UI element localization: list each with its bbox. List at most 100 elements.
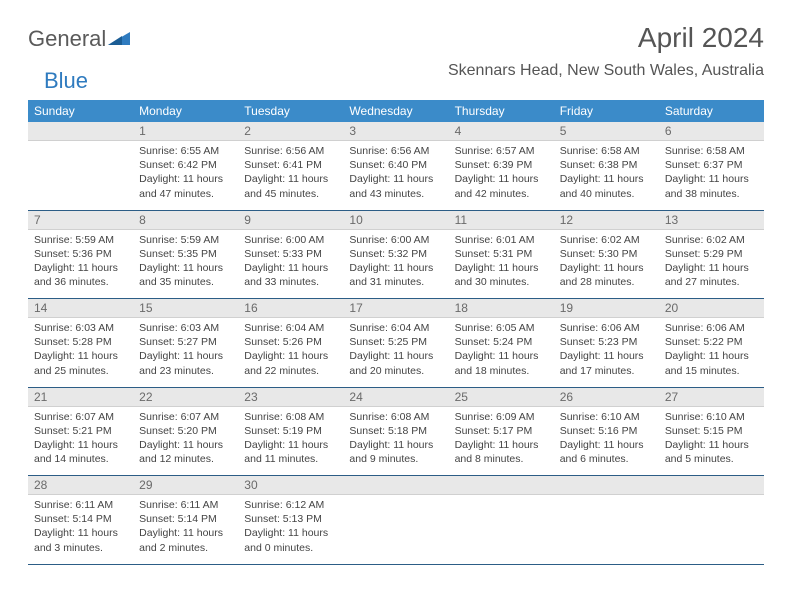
daylight-line: Daylight: 11 hours and 20 minutes. xyxy=(349,349,442,377)
day-body: Sunrise: 6:09 AMSunset: 5:17 PMDaylight:… xyxy=(449,407,554,473)
day-body: Sunrise: 6:04 AMSunset: 5:25 PMDaylight:… xyxy=(343,318,448,384)
daylight-line: Daylight: 11 hours and 25 minutes. xyxy=(34,349,127,377)
calendar-cell: 14Sunrise: 6:03 AMSunset: 5:28 PMDayligh… xyxy=(28,299,133,387)
day-body: Sunrise: 6:55 AMSunset: 6:42 PMDaylight:… xyxy=(133,141,238,207)
day-number xyxy=(554,476,659,495)
sunset-line: Sunset: 6:39 PM xyxy=(455,158,548,172)
daylight-line: Daylight: 11 hours and 35 minutes. xyxy=(139,261,232,289)
sunrise-line: Sunrise: 6:10 AM xyxy=(665,410,758,424)
sunrise-line: Sunrise: 6:57 AM xyxy=(455,144,548,158)
sunrise-line: Sunrise: 6:04 AM xyxy=(244,321,337,335)
calendar-cell xyxy=(28,122,133,210)
sunrise-line: Sunrise: 6:56 AM xyxy=(244,144,337,158)
day-number xyxy=(28,122,133,141)
sunset-line: Sunset: 5:17 PM xyxy=(455,424,548,438)
calendar-cell: 13Sunrise: 6:02 AMSunset: 5:29 PMDayligh… xyxy=(659,211,764,299)
sunset-line: Sunset: 5:33 PM xyxy=(244,247,337,261)
calendar-cell xyxy=(343,476,448,564)
day-body: Sunrise: 6:03 AMSunset: 5:28 PMDaylight:… xyxy=(28,318,133,384)
calendar-cell: 20Sunrise: 6:06 AMSunset: 5:22 PMDayligh… xyxy=(659,299,764,387)
day-body: Sunrise: 6:10 AMSunset: 5:16 PMDaylight:… xyxy=(554,407,659,473)
sunrise-line: Sunrise: 6:55 AM xyxy=(139,144,232,158)
day-number: 23 xyxy=(238,388,343,407)
sunset-line: Sunset: 5:13 PM xyxy=(244,512,337,526)
calendar-cell xyxy=(554,476,659,564)
day-body: Sunrise: 6:11 AMSunset: 5:14 PMDaylight:… xyxy=(133,495,238,561)
location-subtitle: Skennars Head, New South Wales, Australi… xyxy=(448,62,764,80)
daylight-line: Daylight: 11 hours and 8 minutes. xyxy=(455,438,548,466)
calendar-cell: 7Sunrise: 5:59 AMSunset: 5:36 PMDaylight… xyxy=(28,211,133,299)
day-body: Sunrise: 6:08 AMSunset: 5:19 PMDaylight:… xyxy=(238,407,343,473)
day-body: Sunrise: 6:02 AMSunset: 5:30 PMDaylight:… xyxy=(554,230,659,296)
sunset-line: Sunset: 5:15 PM xyxy=(665,424,758,438)
day-number: 3 xyxy=(343,122,448,141)
day-body: Sunrise: 6:56 AMSunset: 6:40 PMDaylight:… xyxy=(343,141,448,207)
sunset-line: Sunset: 6:37 PM xyxy=(665,158,758,172)
daylight-line: Daylight: 11 hours and 42 minutes. xyxy=(455,172,548,200)
daylight-line: Daylight: 11 hours and 5 minutes. xyxy=(665,438,758,466)
day-number: 18 xyxy=(449,299,554,318)
day-number: 21 xyxy=(28,388,133,407)
daylight-line: Daylight: 11 hours and 40 minutes. xyxy=(560,172,653,200)
day-body: Sunrise: 6:03 AMSunset: 5:27 PMDaylight:… xyxy=(133,318,238,384)
sunrise-line: Sunrise: 6:02 AM xyxy=(665,233,758,247)
daylight-line: Daylight: 11 hours and 27 minutes. xyxy=(665,261,758,289)
sunrise-line: Sunrise: 6:07 AM xyxy=(139,410,232,424)
daylight-line: Daylight: 11 hours and 45 minutes. xyxy=(244,172,337,200)
calendar-week-row: 21Sunrise: 6:07 AMSunset: 5:21 PMDayligh… xyxy=(28,388,764,476)
dayhead-sat: Saturday xyxy=(659,100,764,122)
brand-name-1: General xyxy=(28,26,106,52)
day-body: Sunrise: 6:01 AMSunset: 5:31 PMDaylight:… xyxy=(449,230,554,296)
calendar-cell: 8Sunrise: 5:59 AMSunset: 5:35 PMDaylight… xyxy=(133,211,238,299)
sunset-line: Sunset: 5:19 PM xyxy=(244,424,337,438)
day-number: 6 xyxy=(659,122,764,141)
day-body: Sunrise: 6:12 AMSunset: 5:13 PMDaylight:… xyxy=(238,495,343,561)
sunset-line: Sunset: 5:24 PM xyxy=(455,335,548,349)
calendar-cell: 24Sunrise: 6:08 AMSunset: 5:18 PMDayligh… xyxy=(343,388,448,476)
sunset-line: Sunset: 6:42 PM xyxy=(139,158,232,172)
calendar-cell: 3Sunrise: 6:56 AMSunset: 6:40 PMDaylight… xyxy=(343,122,448,210)
day-number: 5 xyxy=(554,122,659,141)
calendar-cell: 28Sunrise: 6:11 AMSunset: 5:14 PMDayligh… xyxy=(28,476,133,564)
sunset-line: Sunset: 5:36 PM xyxy=(34,247,127,261)
day-number: 24 xyxy=(343,388,448,407)
sunset-line: Sunset: 5:22 PM xyxy=(665,335,758,349)
daylight-line: Daylight: 11 hours and 9 minutes. xyxy=(349,438,442,466)
day-body: Sunrise: 6:00 AMSunset: 5:32 PMDaylight:… xyxy=(343,230,448,296)
sunset-line: Sunset: 5:25 PM xyxy=(349,335,442,349)
calendar-cell: 4Sunrise: 6:57 AMSunset: 6:39 PMDaylight… xyxy=(449,122,554,210)
sunrise-line: Sunrise: 6:06 AM xyxy=(665,321,758,335)
sunset-line: Sunset: 5:20 PM xyxy=(139,424,232,438)
calendar-cell: 11Sunrise: 6:01 AMSunset: 5:31 PMDayligh… xyxy=(449,211,554,299)
sunrise-line: Sunrise: 6:00 AM xyxy=(244,233,337,247)
day-number: 7 xyxy=(28,211,133,230)
daylight-line: Daylight: 11 hours and 28 minutes. xyxy=(560,261,653,289)
day-number: 10 xyxy=(343,211,448,230)
day-number: 30 xyxy=(238,476,343,495)
calendar-week-row: 28Sunrise: 6:11 AMSunset: 5:14 PMDayligh… xyxy=(28,476,764,564)
daylight-line: Daylight: 11 hours and 30 minutes. xyxy=(455,261,548,289)
sunrise-line: Sunrise: 6:58 AM xyxy=(560,144,653,158)
calendar-cell: 9Sunrise: 6:00 AMSunset: 5:33 PMDaylight… xyxy=(238,211,343,299)
day-number: 22 xyxy=(133,388,238,407)
calendar-cell: 12Sunrise: 6:02 AMSunset: 5:30 PMDayligh… xyxy=(554,211,659,299)
day-number: 17 xyxy=(343,299,448,318)
calendar-cell: 27Sunrise: 6:10 AMSunset: 5:15 PMDayligh… xyxy=(659,388,764,476)
title-block: April 2024 Skennars Head, New South Wale… xyxy=(448,22,764,80)
day-number: 26 xyxy=(554,388,659,407)
day-number: 20 xyxy=(659,299,764,318)
sunrise-line: Sunrise: 6:07 AM xyxy=(34,410,127,424)
sunrise-line: Sunrise: 6:04 AM xyxy=(349,321,442,335)
sunset-line: Sunset: 5:14 PM xyxy=(139,512,232,526)
brand-logo: General xyxy=(28,26,132,52)
sunrise-line: Sunrise: 6:08 AM xyxy=(349,410,442,424)
day-body: Sunrise: 6:57 AMSunset: 6:39 PMDaylight:… xyxy=(449,141,554,207)
sunrise-line: Sunrise: 6:11 AM xyxy=(139,498,232,512)
day-body: Sunrise: 6:10 AMSunset: 5:15 PMDaylight:… xyxy=(659,407,764,473)
calendar-header-row: Sunday Monday Tuesday Wednesday Thursday… xyxy=(28,100,764,122)
dayhead-tue: Tuesday xyxy=(238,100,343,122)
calendar-cell: 10Sunrise: 6:00 AMSunset: 5:32 PMDayligh… xyxy=(343,211,448,299)
day-number: 13 xyxy=(659,211,764,230)
daylight-line: Daylight: 11 hours and 36 minutes. xyxy=(34,261,127,289)
sunset-line: Sunset: 5:32 PM xyxy=(349,247,442,261)
